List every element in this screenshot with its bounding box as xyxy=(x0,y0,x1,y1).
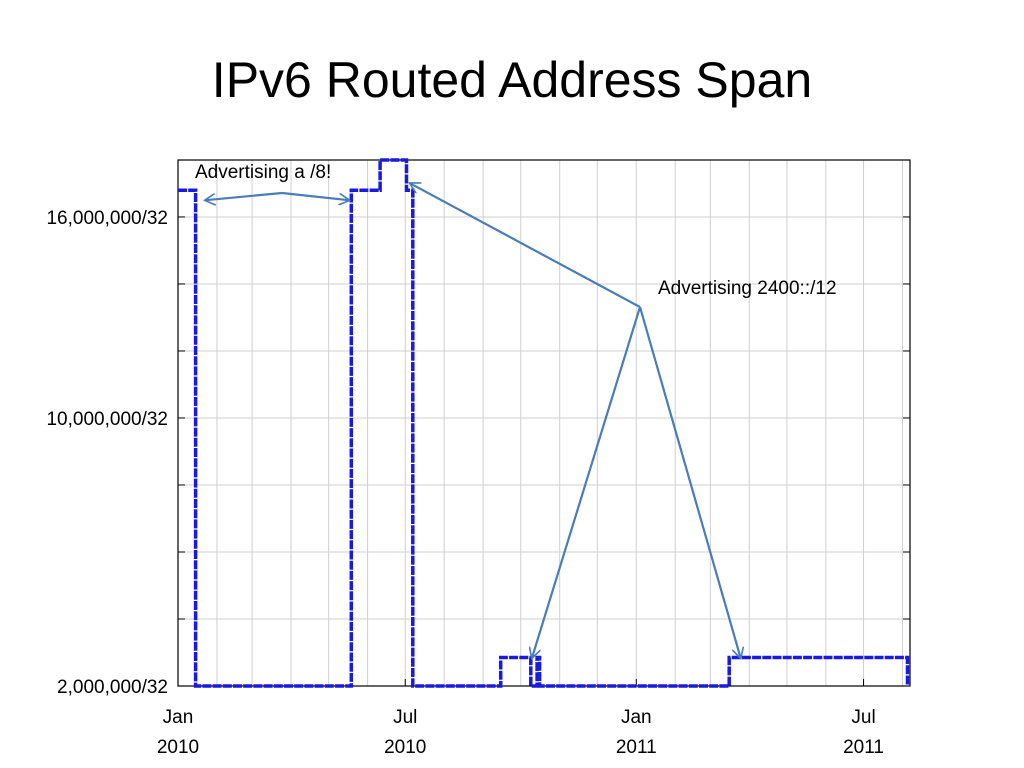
plot-frame xyxy=(177,159,911,687)
x-tick-label: Jan xyxy=(163,707,194,728)
x-tick-label: Jan xyxy=(621,707,652,728)
annotation-arrow xyxy=(206,191,283,200)
x-tick-label: 2010 xyxy=(157,737,199,758)
series-line xyxy=(178,158,910,688)
annotation-arrow xyxy=(281,191,349,200)
x-tick-label: 2010 xyxy=(384,737,426,758)
y-tick-label: 2,000,000/32 xyxy=(57,677,168,698)
annotation-arrow xyxy=(410,183,641,308)
x-tick-label: Jul xyxy=(393,707,417,728)
x-tick-label: 2011 xyxy=(616,737,657,758)
y-tick-label: 10,000,000/32 xyxy=(46,409,168,430)
y-tick-label: 16,000,000/32 xyxy=(46,208,168,229)
annotation-arrows xyxy=(206,183,741,657)
series-group xyxy=(178,158,910,688)
x-tick-label: Jul xyxy=(851,707,875,728)
axis-labels: 2,000,000/32 10,000,000/32 16,000,000/32 Ja… xyxy=(46,208,883,758)
x-tick-label: 2011 xyxy=(843,737,884,758)
annotation-arrow xyxy=(638,306,740,658)
annotation-advertising-2400: Advertising 2400::/12 xyxy=(658,278,837,299)
annotation-arrow xyxy=(532,306,642,658)
tick-marks xyxy=(177,216,910,687)
grid-lines xyxy=(177,160,910,687)
annotation-advertising-8: Advertising a /8! xyxy=(195,162,331,183)
slide-title: IPv6 Routed Address Span xyxy=(211,52,813,108)
